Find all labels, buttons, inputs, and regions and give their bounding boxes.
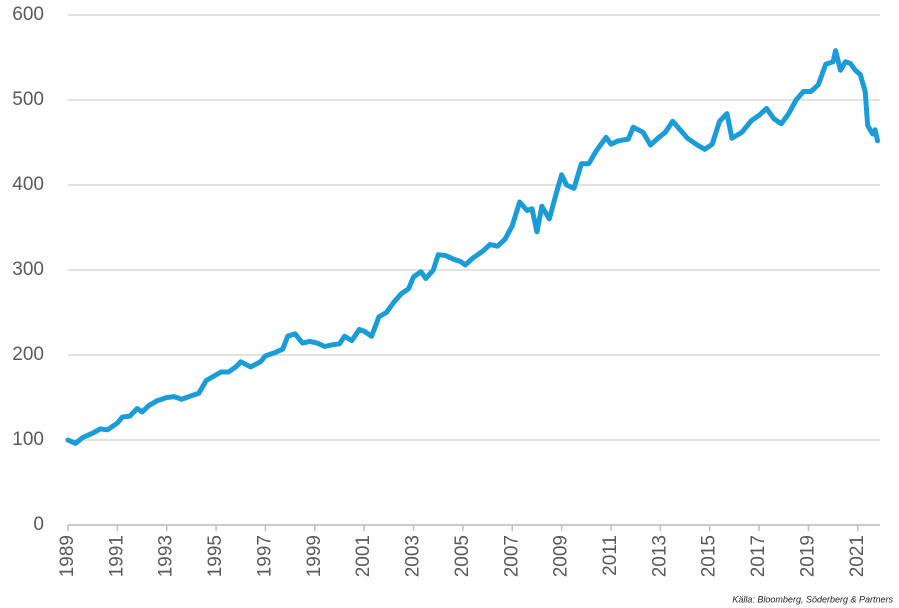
- x-tick-label: 1997: [254, 535, 275, 577]
- x-tick-label: 1993: [156, 535, 177, 577]
- x-tick-label: 2011: [600, 535, 621, 576]
- x-tick-label: 2013: [649, 535, 670, 577]
- y-tick-label: 100: [12, 429, 44, 450]
- x-tick-label: 1995: [205, 535, 226, 577]
- x-tick-label: 2003: [403, 535, 424, 577]
- x-tick-label: 1999: [304, 535, 325, 577]
- y-tick-label: 200: [12, 344, 44, 365]
- y-tick-label: 0: [33, 514, 44, 535]
- x-tick-label: 2021: [847, 535, 868, 577]
- y-tick-label: 600: [12, 4, 44, 25]
- source-note: Källa: Bloomberg, Söderberg & Partners: [732, 594, 893, 604]
- x-tick-label: 2007: [501, 535, 522, 577]
- x-tick-label: 1991: [106, 535, 127, 577]
- x-tick-label: 2017: [748, 535, 769, 577]
- x-tick-label: 2005: [452, 535, 473, 577]
- y-tick-label: 500: [12, 89, 44, 110]
- x-tick-label: 1989: [57, 535, 78, 577]
- x-tick-label: 2015: [699, 535, 720, 577]
- y-tick-label: 400: [12, 174, 44, 195]
- data-line: [65, 48, 881, 446]
- x-tick-label: 2019: [797, 535, 818, 577]
- y-tick-label: 300: [12, 259, 44, 280]
- x-tick-label: 2009: [551, 535, 572, 577]
- x-tick-label: 2001: [353, 535, 374, 577]
